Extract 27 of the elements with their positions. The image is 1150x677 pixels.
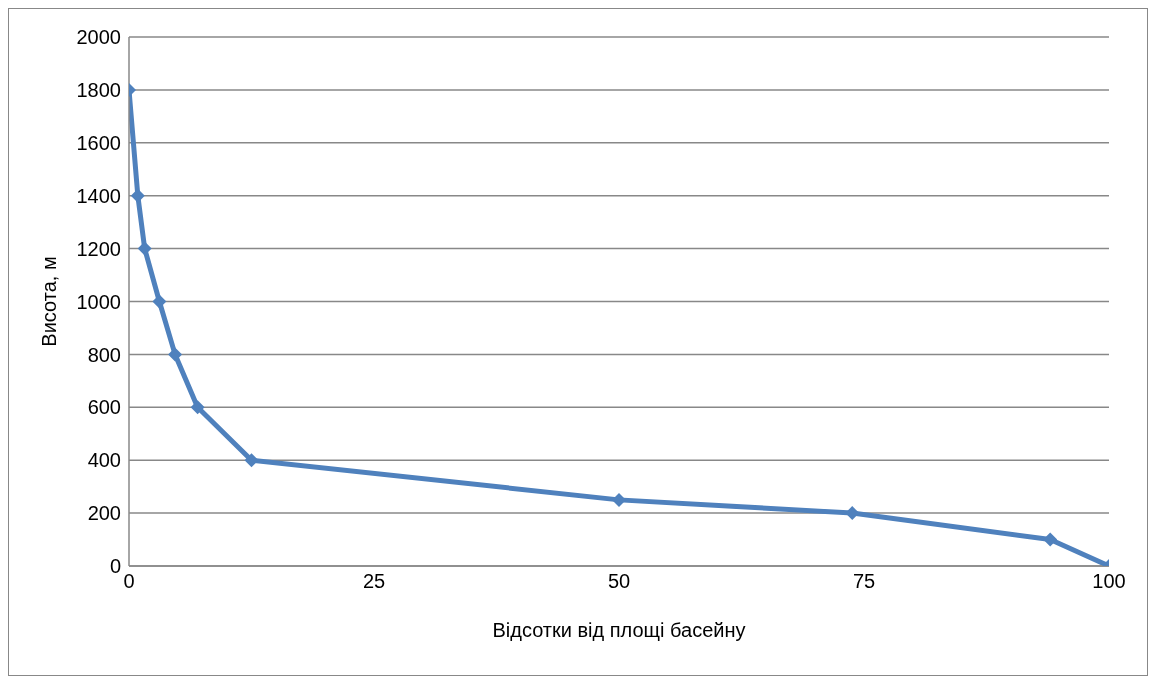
point (190, 400, 205, 415)
x-tick-label: 100 (1092, 570, 1126, 593)
point (152, 294, 167, 309)
y-tick-label: 600 (87, 396, 121, 419)
y-tick-label: 0 (109, 555, 121, 578)
y-axis-title: Висота, м (38, 256, 61, 347)
point (130, 188, 145, 203)
y-tick-label: 1000 (76, 290, 121, 313)
y-tick-label: 1400 (76, 184, 121, 207)
point (168, 347, 183, 362)
x-axis-title: Відсотки від площі басейну (492, 619, 746, 641)
x-tick-label: 50 (607, 570, 631, 593)
y-tick-label: 200 (87, 502, 121, 525)
y-tick-label: 400 (87, 449, 121, 472)
x-tick-label: 0 (123, 570, 135, 593)
point (845, 506, 860, 521)
point (244, 453, 259, 468)
y-tick-label: 1600 (76, 131, 121, 154)
y-tick-label: 1800 (76, 79, 121, 101)
x-tick-label: 25 (362, 570, 386, 593)
point (137, 241, 152, 256)
point (612, 492, 626, 507)
y-tick-label: 1200 (76, 237, 121, 260)
y-tick-label: 800 (87, 343, 121, 366)
point (1043, 532, 1058, 547)
x-tick-label: 75 (852, 570, 876, 593)
y-tick-label: 2000 (76, 26, 121, 49)
